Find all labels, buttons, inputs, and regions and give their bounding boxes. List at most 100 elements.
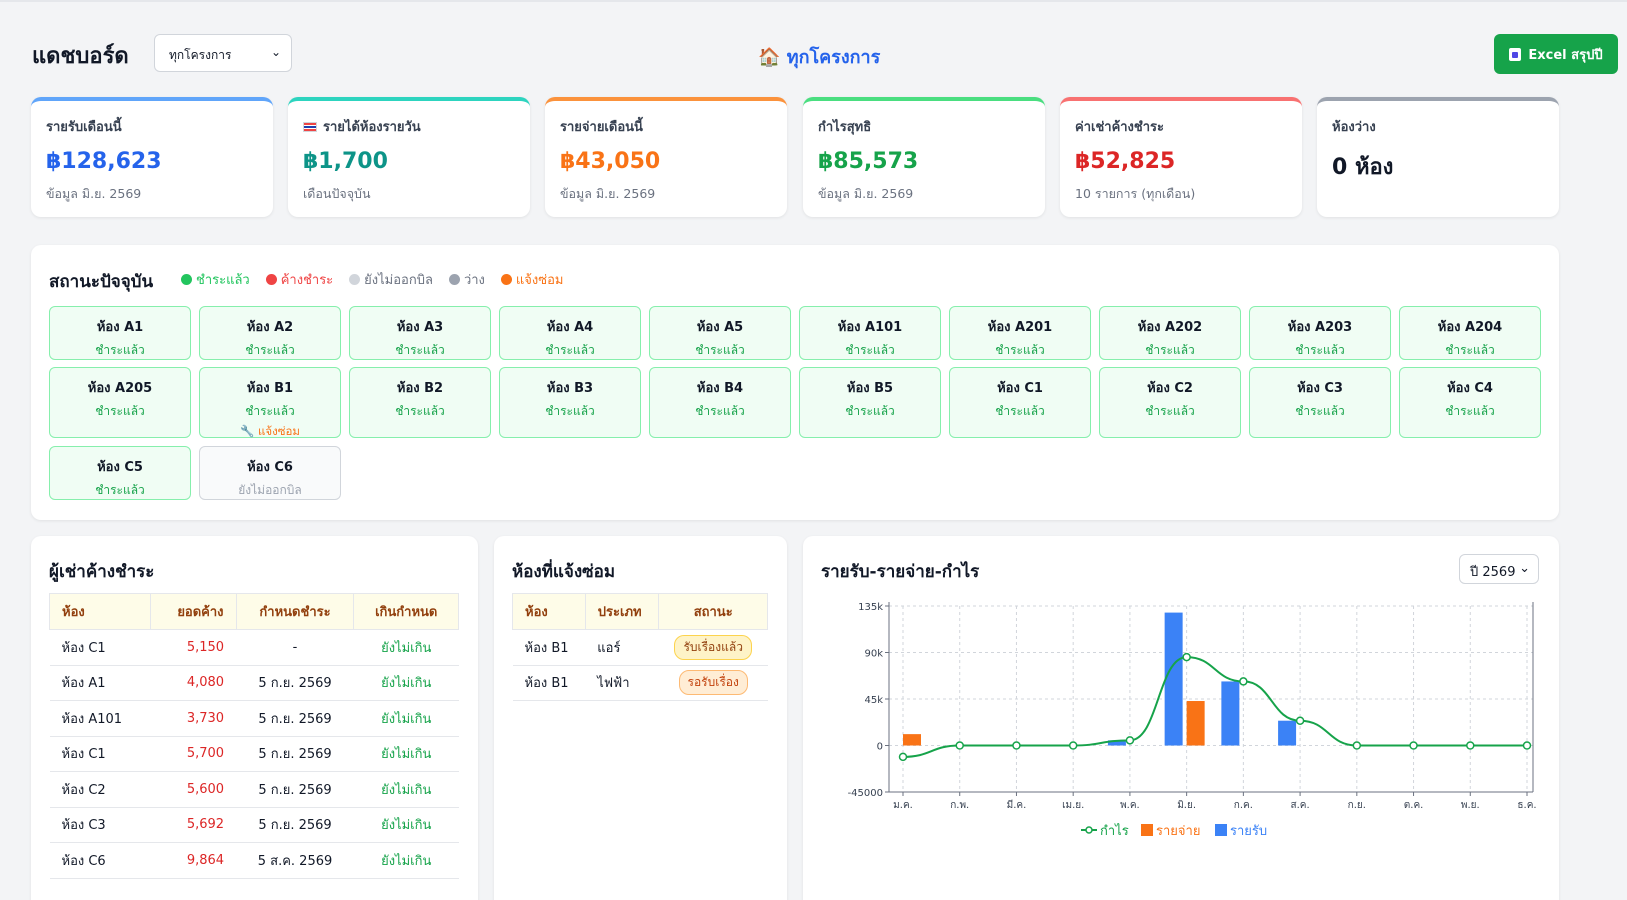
- room-card[interactable]: ห้อง B4 ชำระแล้ว: [649, 367, 791, 438]
- table-cell: 5,692: [150, 807, 237, 843]
- table-row[interactable]: ห้อง C2 5,600 5 ก.ย. 2569 ยังไม่เกิน: [49, 771, 459, 808]
- card-net-profit: กำไรสุทธิ ฿85,573 ข้อมูล มิ.ย. 2569: [803, 97, 1045, 217]
- table-cell: ห้อง C6: [49, 842, 151, 879]
- room-status: ชำระแล้ว: [545, 343, 595, 357]
- table-cell: ยังไม่เกิน: [353, 807, 459, 843]
- table-cell: 5,700: [150, 736, 237, 772]
- table-row[interactable]: ห้อง B1 ไฟฟ้า รอรับเรื่อง: [512, 665, 768, 701]
- room-card[interactable]: ห้อง A2 ชำระแล้ว: [199, 306, 341, 360]
- room-repair-flag: 🔧 แจ้งซ่อม: [239, 424, 301, 438]
- income-bar: [1278, 720, 1297, 746]
- card-rent-overdue: ค่าเช่าค้างชำระ ฿52,825 10 รายการ (ทุกเด…: [1060, 97, 1302, 217]
- table-cell: ยังไม่เกิน: [353, 842, 459, 879]
- income-bar: [1164, 612, 1183, 746]
- legend-dot: [448, 274, 460, 285]
- profit-point: [1409, 741, 1418, 750]
- room-name: ห้อง A201: [987, 320, 1053, 335]
- room-status: ชำระแล้ว: [545, 404, 595, 418]
- room-status: ชำระแล้ว: [1295, 404, 1345, 418]
- x-tick-label: ก.ค.: [1234, 800, 1253, 811]
- legend-label: ชำระแล้ว: [196, 273, 250, 288]
- repair-status-badge: รอรับเรื่อง: [678, 670, 748, 696]
- room-name: ห้อง B4: [696, 381, 744, 396]
- table-cell: 5,150: [150, 629, 237, 666]
- spreadsheet-icon: [1509, 47, 1522, 61]
- legend-dot: [500, 274, 512, 285]
- profit-point: [1012, 741, 1021, 750]
- table-cell: ห้อง A101: [49, 700, 151, 737]
- card-label: รายรับเดือนนี้: [46, 120, 122, 135]
- excel-export-button[interactable]: Excel สรุปปี: [1494, 34, 1618, 74]
- room-card[interactable]: ห้อง C5 ชำระแล้ว: [49, 446, 191, 500]
- table-row[interactable]: ห้อง B1 แอร์ รับเรื่องแล้ว: [512, 629, 768, 666]
- x-tick-label: ม.ค.: [893, 800, 913, 811]
- legend-item: แจ้งซ่อม: [500, 269, 563, 290]
- room-card[interactable]: ห้อง C1 ชำระแล้ว: [949, 367, 1091, 438]
- table-row[interactable]: ห้อง C3 5,692 5 ก.ย. 2569 ยังไม่เกิน: [49, 807, 459, 843]
- room-card[interactable]: ห้อง A201 ชำระแล้ว: [949, 306, 1091, 360]
- table-row[interactable]: ห้อง C1 5,700 5 ก.ย. 2569 ยังไม่เกิน: [49, 736, 459, 772]
- table-row[interactable]: ห้อง C1 5,150- ยังไม่เกิน: [49, 629, 459, 666]
- card-monthly-expense: รายจ่ายเดือนนี้ ฿43,050 ข้อมูล มิ.ย. 256…: [545, 97, 787, 217]
- year-select[interactable]: ปี 2569 ⌄: [1459, 554, 1539, 584]
- table-cell: ยังไม่เกิน: [353, 771, 459, 808]
- table-row[interactable]: ห้อง A101 3,730 5 ก.ย. 2569 ยังไม่เกิน: [49, 700, 459, 737]
- chart-title: รายรับ-รายจ่าย-กำไร: [821, 562, 980, 582]
- card-sub: 10 รายการ (ทุกเดือน): [1075, 186, 1196, 201]
- legend-income-label: รายรับ: [1230, 824, 1267, 839]
- room-card[interactable]: ห้อง A1 ชำระแล้ว: [49, 306, 191, 360]
- table-cell: 5 ก.ย. 2569: [236, 665, 354, 701]
- room-status: ชำระแล้ว: [695, 404, 745, 418]
- table-cell: ยังไม่เกิน: [353, 629, 459, 666]
- room-card[interactable]: ห้อง A4 ชำระแล้ว: [499, 306, 641, 360]
- room-name: ห้อง A3: [396, 320, 444, 335]
- x-tick-label: ก.ย.: [1348, 800, 1366, 811]
- room-status: ชำระแล้ว: [395, 343, 445, 357]
- project-select[interactable]: ทุกโครงการ ⌄: [154, 34, 292, 72]
- room-card[interactable]: ห้อง C3 ชำระแล้ว: [1249, 367, 1391, 438]
- card-daily-room-income: รายได้ห้องรายวัน ฿1,700 เดือนปัจจุบัน: [288, 97, 530, 217]
- room-status: ชำระแล้ว: [1145, 404, 1195, 418]
- y-tick-label: -45000: [848, 788, 883, 799]
- card-value: ฿52,825: [1075, 149, 1176, 174]
- room-status: ชำระแล้ว: [245, 343, 295, 357]
- room-card[interactable]: ห้อง A5 ชำระแล้ว: [649, 306, 791, 360]
- room-card[interactable]: ห้อง C2 ชำระแล้ว: [1099, 367, 1241, 438]
- profit-point: [955, 741, 964, 750]
- room-card[interactable]: ห้อง B2 ชำระแล้ว: [349, 367, 491, 438]
- room-card[interactable]: ห้อง A205 ชำระแล้ว: [49, 367, 191, 438]
- room-card[interactable]: ห้อง A101 ชำระแล้ว: [799, 306, 941, 360]
- table-row[interactable]: ห้อง C6 9,864 5 ส.ค. 2569 ยังไม่เกิน: [49, 842, 459, 879]
- repairs-panel: ห้องที่แจ้งซ่อม ห้อง ประเภท สถานะ ห้อง B1 แ…: [494, 536, 787, 900]
- room-card[interactable]: ห้อง B5 ชำระแล้ว: [799, 367, 941, 438]
- room-name: ห้อง A101: [837, 320, 903, 335]
- room-card[interactable]: ห้อง A203 ชำระแล้ว: [1249, 306, 1391, 360]
- table-cell: 5,600: [150, 771, 237, 808]
- y-tick-label: 45k: [864, 695, 883, 706]
- room-card[interactable]: ห้อง A202 ชำระแล้ว: [1099, 306, 1241, 360]
- chevron-down-icon: ⌄: [1519, 561, 1530, 576]
- table-cell: ห้อง B1: [512, 629, 586, 666]
- table-row[interactable]: ห้อง A1 4,080 5 ก.ย. 2569 ยังไม่เกิน: [49, 665, 459, 701]
- room-card[interactable]: ห้อง C4 ชำระแล้ว: [1399, 367, 1541, 438]
- room-name: ห้อง B1: [246, 381, 294, 396]
- room-card[interactable]: ห้อง B3 ชำระแล้ว: [499, 367, 641, 438]
- current-project-title: 🏠 ทุกโครงการ: [758, 42, 880, 71]
- room-status: ยังไม่ออกบิล: [238, 483, 302, 497]
- room-card[interactable]: ห้อง C6 ยังไม่ออกบิล: [199, 446, 341, 500]
- room-name: ห้อง A203: [1287, 320, 1353, 335]
- room-name: ห้อง A202: [1137, 320, 1203, 335]
- room-status: ชำระแล้ว: [1295, 343, 1345, 357]
- card-label: รายจ่ายเดือนนี้: [560, 120, 643, 135]
- year-select-value: ปี 2569: [1470, 565, 1516, 580]
- room-card[interactable]: ห้อง B1 ชำระแล้ว 🔧 แจ้งซ่อม: [199, 367, 341, 438]
- profit-point: [1295, 716, 1305, 725]
- room-card[interactable]: ห้อง A204 ชำระแล้ว: [1399, 306, 1541, 360]
- room-status: ชำระแล้ว: [995, 343, 1045, 357]
- house-icon: 🏠: [758, 47, 781, 68]
- table-cell: ห้อง C2: [49, 771, 151, 808]
- profit-point: [1239, 677, 1248, 686]
- table-cell: แอร์: [585, 629, 659, 666]
- room-card[interactable]: ห้อง A3 ชำระแล้ว: [349, 306, 491, 360]
- room-name: ห้อง A205: [87, 381, 153, 396]
